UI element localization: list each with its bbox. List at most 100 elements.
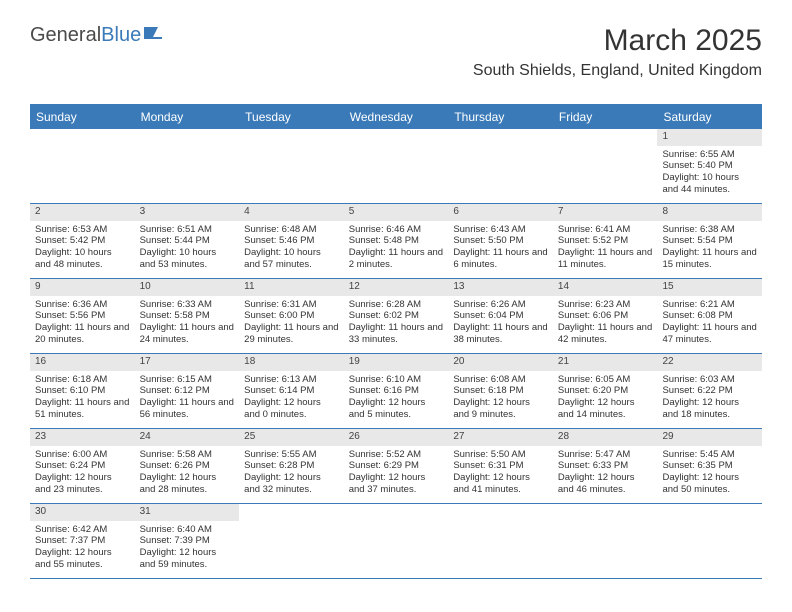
cell-line: Daylight: 11 hours and 6 minutes. [453,247,548,271]
calendar-cell: 23Sunrise: 6:00 AMSunset: 6:24 PMDayligh… [30,429,135,503]
calendar-cell [239,129,344,203]
calendar-cell: 27Sunrise: 5:50 AMSunset: 6:31 PMDayligh… [448,429,553,503]
cell-line: Sunrise: 6:33 AM [140,299,235,311]
cell-line: Daylight: 11 hours and 29 minutes. [244,322,339,346]
cell-body: Sunrise: 6:00 AMSunset: 6:24 PMDaylight:… [30,446,135,501]
day-number: 20 [448,354,553,371]
cell-line: Sunrise: 5:58 AM [140,449,235,461]
calendar: SundayMondayTuesdayWednesdayThursdayFrid… [30,104,762,579]
cell-line: Sunset: 6:24 PM [35,460,130,472]
day-number: 31 [135,504,240,521]
cell-body: Sunrise: 5:47 AMSunset: 6:33 PMDaylight:… [553,446,658,501]
day-header: Tuesday [239,105,344,129]
day-number: 17 [135,354,240,371]
day-number [448,129,553,146]
cell-line: Daylight: 12 hours and 18 minutes. [662,397,757,421]
calendar-cell: 28Sunrise: 5:47 AMSunset: 6:33 PMDayligh… [553,429,658,503]
cell-line: Sunset: 6:29 PM [349,460,444,472]
month-title: March 2025 [473,24,762,58]
cell-body: Sunrise: 6:51 AMSunset: 5:44 PMDaylight:… [135,221,240,276]
cell-line: Sunrise: 5:45 AM [662,449,757,461]
calendar-cell [553,504,658,578]
day-headers-row: SundayMondayTuesdayWednesdayThursdayFrid… [30,105,762,129]
cell-body: Sunrise: 6:48 AMSunset: 5:46 PMDaylight:… [239,221,344,276]
calendar-cell [135,129,240,203]
cell-body: Sunrise: 6:10 AMSunset: 6:16 PMDaylight:… [344,371,449,426]
day-number: 23 [30,429,135,446]
calendar-cell [344,129,449,203]
cell-body: Sunrise: 6:05 AMSunset: 6:20 PMDaylight:… [553,371,658,426]
cell-line: Daylight: 11 hours and 33 minutes. [349,322,444,346]
calendar-cell: 4Sunrise: 6:48 AMSunset: 5:46 PMDaylight… [239,204,344,278]
cell-line: Sunset: 6:06 PM [558,310,653,322]
cell-body: Sunrise: 6:28 AMSunset: 6:02 PMDaylight:… [344,296,449,351]
day-number: 12 [344,279,449,296]
cell-body: Sunrise: 5:55 AMSunset: 6:28 PMDaylight:… [239,446,344,501]
day-number: 21 [553,354,658,371]
cell-line: Sunrise: 6:18 AM [35,374,130,386]
day-number: 19 [344,354,449,371]
cell-line: Daylight: 12 hours and 28 minutes. [140,472,235,496]
calendar-cell [657,504,762,578]
cell-line: Sunrise: 6:23 AM [558,299,653,311]
cell-line: Sunset: 7:37 PM [35,535,130,547]
calendar-cell: 2Sunrise: 6:53 AMSunset: 5:42 PMDaylight… [30,204,135,278]
cell-line: Sunrise: 6:10 AM [349,374,444,386]
calendar-cell: 26Sunrise: 5:52 AMSunset: 6:29 PMDayligh… [344,429,449,503]
calendar-cell: 11Sunrise: 6:31 AMSunset: 6:00 PMDayligh… [239,279,344,353]
day-header: Monday [135,105,240,129]
calendar-cell: 30Sunrise: 6:42 AMSunset: 7:37 PMDayligh… [30,504,135,578]
cell-line: Daylight: 12 hours and 59 minutes. [140,547,235,571]
day-number: 7 [553,204,658,221]
cell-line: Daylight: 12 hours and 37 minutes. [349,472,444,496]
cell-body: Sunrise: 6:36 AMSunset: 5:56 PMDaylight:… [30,296,135,351]
cell-line: Daylight: 12 hours and 9 minutes. [453,397,548,421]
calendar-week: 1Sunrise: 6:55 AMSunset: 5:40 PMDaylight… [30,129,762,204]
cell-line: Sunset: 5:44 PM [140,235,235,247]
location: South Shields, England, United Kingdom [473,62,762,80]
cell-body: Sunrise: 6:43 AMSunset: 5:50 PMDaylight:… [448,221,553,276]
calendar-cell: 24Sunrise: 5:58 AMSunset: 6:26 PMDayligh… [135,429,240,503]
calendar-cell: 20Sunrise: 6:08 AMSunset: 6:18 PMDayligh… [448,354,553,428]
day-number [30,129,135,146]
cell-line: Sunset: 6:26 PM [140,460,235,472]
title-block: March 2025 South Shields, England, Unite… [473,24,762,80]
cell-line: Sunrise: 6:13 AM [244,374,339,386]
calendar-cell: 12Sunrise: 6:28 AMSunset: 6:02 PMDayligh… [344,279,449,353]
day-number [135,129,240,146]
calendar-cell: 22Sunrise: 6:03 AMSunset: 6:22 PMDayligh… [657,354,762,428]
calendar-cell [239,504,344,578]
day-number: 27 [448,429,553,446]
day-number [239,504,344,521]
cell-line: Sunrise: 6:36 AM [35,299,130,311]
calendar-week: 2Sunrise: 6:53 AMSunset: 5:42 PMDaylight… [30,204,762,279]
day-number: 6 [448,204,553,221]
cell-line: Sunset: 6:28 PM [244,460,339,472]
page-header: GeneralBlue March 2025 South Shields, En… [30,24,762,80]
day-number: 13 [448,279,553,296]
calendar-cell: 21Sunrise: 6:05 AMSunset: 6:20 PMDayligh… [553,354,658,428]
cell-body: Sunrise: 6:40 AMSunset: 7:39 PMDaylight:… [135,521,240,576]
day-number: 15 [657,279,762,296]
cell-line: Sunrise: 6:38 AM [662,224,757,236]
day-number [448,504,553,521]
cell-line: Sunset: 7:39 PM [140,535,235,547]
cell-line: Daylight: 12 hours and 0 minutes. [244,397,339,421]
cell-line: Sunrise: 6:48 AM [244,224,339,236]
cell-line: Daylight: 11 hours and 20 minutes. [35,322,130,346]
cell-body: Sunrise: 6:21 AMSunset: 6:08 PMDaylight:… [657,296,762,351]
day-number [344,504,449,521]
cell-line: Sunset: 6:35 PM [662,460,757,472]
day-header: Thursday [448,105,553,129]
day-number: 11 [239,279,344,296]
cell-line: Sunrise: 5:52 AM [349,449,444,461]
cell-line: Sunrise: 6:15 AM [140,374,235,386]
cell-body: Sunrise: 5:58 AMSunset: 6:26 PMDaylight:… [135,446,240,501]
cell-line: Sunset: 5:56 PM [35,310,130,322]
day-number: 5 [344,204,449,221]
calendar-cell: 5Sunrise: 6:46 AMSunset: 5:48 PMDaylight… [344,204,449,278]
cell-body: Sunrise: 5:50 AMSunset: 6:31 PMDaylight:… [448,446,553,501]
calendar-cell [30,129,135,203]
calendar-cell: 19Sunrise: 6:10 AMSunset: 6:16 PMDayligh… [344,354,449,428]
day-number: 3 [135,204,240,221]
